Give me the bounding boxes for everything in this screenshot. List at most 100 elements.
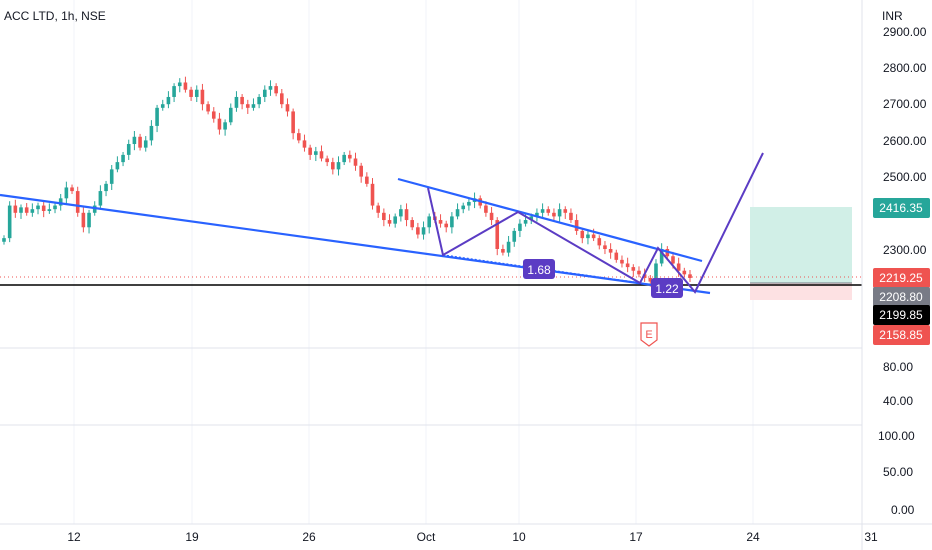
candle-body (291, 111, 295, 134)
candle-body (461, 205, 466, 210)
candle-body (569, 212, 573, 221)
candle-body (251, 104, 256, 108)
candle-body (563, 209, 568, 213)
candle-body (200, 89, 205, 105)
candle-body (393, 216, 397, 224)
candle-body (574, 220, 579, 231)
volume-tick: 40.00 (883, 394, 913, 408)
candle-body (353, 158, 358, 166)
candle-body (314, 151, 318, 155)
time-tick: 12 (67, 530, 81, 544)
symbol-title[interactable]: ACC LTD, 1h, NSE (4, 9, 106, 23)
candle-body (160, 104, 165, 108)
lower-trendline[interactable] (0, 193, 711, 295)
candle-body (518, 223, 522, 231)
candle-body (603, 245, 607, 249)
price-tick: 2600.00 (883, 134, 927, 148)
candle-body (529, 216, 534, 221)
candle-body (115, 162, 120, 170)
time-tick: 26 (302, 530, 316, 544)
indicator-tick: 0.00 (891, 503, 915, 517)
candle-body (155, 107, 159, 126)
candle-body (183, 82, 188, 90)
candle-body (53, 205, 57, 210)
candle-body (625, 263, 630, 268)
candle-body (104, 183, 108, 192)
stop-zone[interactable] (750, 283, 852, 300)
price-tick: 2300.00 (883, 243, 927, 257)
candle-body (501, 249, 505, 253)
candle-body (438, 220, 443, 224)
candle-body (325, 158, 329, 163)
svg-text:1.22: 1.22 (655, 282, 679, 296)
candle-body (404, 209, 409, 221)
candle-body (64, 187, 69, 199)
candle-body (535, 212, 539, 217)
candle-body (676, 263, 681, 271)
candle-body (268, 86, 273, 90)
candle-body (546, 209, 551, 213)
svg-text:1.68: 1.68 (527, 263, 551, 277)
pattern-path[interactable] (427, 152, 764, 294)
svg-text:2208.80: 2208.80 (879, 290, 923, 304)
candle-body (586, 234, 590, 239)
time-tick: Oct (417, 530, 436, 544)
upper-trendline[interactable] (397, 177, 703, 263)
candle-body (217, 118, 222, 130)
candle-body (132, 136, 137, 145)
target-zone[interactable] (750, 207, 852, 283)
candle-body (421, 227, 426, 235)
candle-body (308, 147, 312, 155)
svg-text:2158.85: 2158.85 (879, 328, 923, 342)
svg-text:2416.35: 2416.35 (879, 201, 923, 215)
badge-target: 2416.35 (873, 198, 930, 218)
candle-body (274, 86, 278, 94)
candle-body (348, 154, 352, 159)
time-tick: 31 (864, 530, 878, 544)
candle-body (399, 209, 403, 217)
candle-body (540, 209, 545, 213)
price-tick: 2500.00 (883, 170, 927, 184)
ratio-label-1[interactable]: 1.68 (523, 259, 555, 279)
candle-body (489, 212, 494, 221)
candle-body (166, 96, 171, 105)
candle-body (591, 234, 596, 239)
candle-body (87, 212, 91, 228)
candle-body (552, 212, 556, 217)
candle-body (19, 207, 23, 213)
candle-body (523, 220, 528, 224)
candle-body (597, 238, 602, 246)
time-tick: 19 (185, 530, 199, 544)
time-tick: 10 (512, 530, 526, 544)
candle-body (285, 104, 290, 112)
candle-body (336, 162, 341, 170)
candle-body (240, 96, 244, 105)
candle-body (370, 183, 375, 206)
candle-body (189, 89, 193, 97)
candle-body (36, 205, 40, 210)
badge-entry: 2208.80 (873, 287, 930, 307)
ratio-label-2[interactable]: 1.22 (651, 278, 683, 298)
svg-text:2199.85: 2199.85 (879, 308, 923, 322)
fib-measure-line (442, 254, 641, 284)
candle-body (688, 274, 692, 278)
candle-body (262, 89, 267, 97)
candle-body (467, 201, 471, 206)
candle-body (484, 205, 488, 213)
candle-body (297, 133, 301, 141)
candle-body (614, 252, 619, 260)
candle-body (387, 220, 392, 224)
candle-body (223, 122, 227, 130)
candle-body (206, 104, 210, 112)
candle-body (506, 241, 511, 253)
earnings-marker[interactable]: E (640, 322, 658, 347)
volume-tick: 80.00 (883, 360, 913, 374)
price-tick: 2700.00 (883, 97, 927, 111)
candle-body (512, 230, 517, 242)
candle-body (654, 263, 658, 282)
candle-body (319, 151, 324, 159)
candle-body (648, 277, 653, 282)
candle-body (410, 220, 414, 228)
